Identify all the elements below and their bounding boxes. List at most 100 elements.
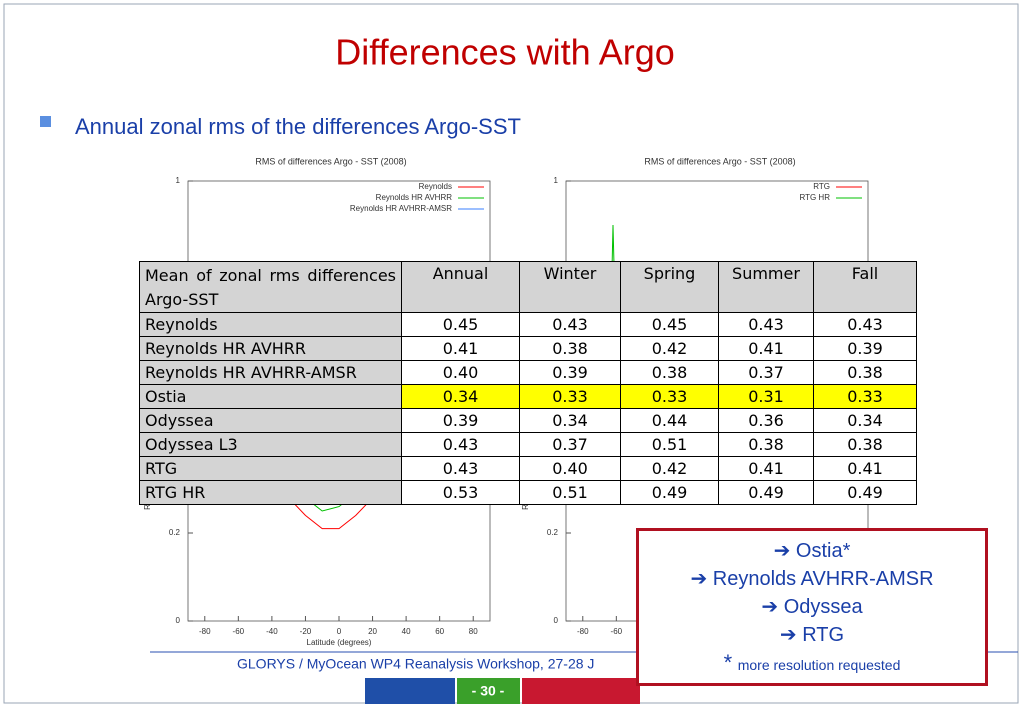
table-cell: 0.39 [813,336,917,361]
conclusion-line: ➔ Reynolds AVHRR-AMSR [690,568,934,590]
row-label: Odyssea [139,408,402,433]
table-cell: 0.38 [718,432,814,457]
table-cell: 0.38 [620,360,719,385]
footer-text: GLORYS / MyOcean WP4 Reanalysis Workshop… [237,656,594,672]
y-tick-label: 0 [176,616,181,625]
table-cell: 0.38 [813,432,917,457]
header-cell: Spring [620,261,719,313]
slide-title: Differences with Argo [335,32,675,73]
table-header-row: Mean of zonal rms differences Argo-SST An… [139,261,917,313]
table-cell: 0.45 [620,312,719,337]
table-cell: 0.41 [813,456,917,481]
table-cell: 0.49 [718,480,814,505]
table-cell: 0.41 [718,456,814,481]
legend-label: RTG [813,182,830,191]
y-tick-label: 0.2 [169,528,181,537]
header-cell: Winter [519,261,621,313]
table-cell: 0.42 [620,336,719,361]
footnote-mark: * [723,650,733,675]
table-row: Odyssea L3 0.43 0.37 0.51 0.38 0.38 [139,432,917,457]
legend-label: RTG HR [799,193,830,202]
data-table: Mean of zonal rms differences Argo-SST An… [139,261,917,505]
x-tick-label: 20 [368,627,377,636]
header-cell: Annual [401,261,520,313]
x-tick-label: -20 [300,627,312,636]
row-label: Reynolds HR AVHRR-AMSR [139,360,402,385]
table-cell: 0.37 [718,360,814,385]
chart-title: RMS of differences Argo - SST (2008) [644,156,795,166]
table-cell: 0.36 [718,408,814,433]
y-tick-label: 1 [176,176,181,185]
legend-label: Reynolds [419,182,452,191]
table-cell: 0.42 [620,456,719,481]
conclusion-line: ➔ Odyssea [761,596,863,618]
table-cell: 0.34 [519,408,621,433]
legend-label: Reynolds HR AVHRR [376,193,453,202]
table-cell: 0.37 [519,432,621,457]
table-cell: 0.43 [718,312,814,337]
table-cell: 0.38 [519,336,621,361]
x-tick-label: -60 [611,627,623,636]
table-cell: 0.39 [401,408,520,433]
table-cell: 0.33 [519,384,621,409]
row-label: RTG [139,456,402,481]
table-row: Odyssea 0.39 0.34 0.44 0.36 0.34 [139,408,917,433]
row-label: RTG HR [139,480,402,505]
page-number: - 30 - [472,683,505,699]
table-cell: 0.51 [620,432,719,457]
footer-bar-red [522,678,640,704]
x-tick-label: -60 [233,627,245,636]
row-label: Reynolds [139,312,402,337]
table-cell: 0.40 [401,360,520,385]
header-cell: Fall [813,261,917,313]
y-tick-label: 1 [554,176,559,185]
table-cell: 0.33 [813,384,917,409]
row-label: Ostia [139,384,402,409]
row-label: Reynolds HR AVHRR [139,336,402,361]
x-tick-label: -40 [266,627,278,636]
table-cell: 0.38 [813,360,917,385]
footnote-text: more resolution requested [737,657,901,673]
conclusion-box: ➔ Ostia* ➔ Reynolds AVHRR-AMSR ➔ Odyssea ➔ … [636,528,988,686]
table-row: RTG HR 0.53 0.51 0.49 0.49 0.49 [139,480,917,505]
table-cell: 0.43 [401,456,520,481]
table-row: RTG 0.43 0.40 0.42 0.41 0.41 [139,456,917,481]
table-cell: 0.40 [519,456,621,481]
table-row: Ostia 0.34 0.33 0.33 0.31 0.33 [139,384,917,409]
header-cell: Summer [718,261,814,313]
table-cell: 0.41 [718,336,814,361]
table-row: Reynolds 0.45 0.43 0.45 0.43 0.43 [139,312,917,337]
chart-title: RMS of differences Argo - SST (2008) [255,156,406,166]
table-cell: 0.41 [401,336,520,361]
y-tick-label: 0.2 [547,528,559,537]
table-cell: 0.43 [813,312,917,337]
table-row: Reynolds HR AVHRR 0.41 0.38 0.42 0.41 0.39 [139,336,917,361]
table-cell: 0.31 [718,384,814,409]
conclusion-line: ➔ RTG [779,624,845,646]
conclusion-line: ➔ Ostia* [773,540,851,562]
row-label: Odyssea L3 [139,432,402,457]
table-cell: 0.45 [401,312,520,337]
x-tick-label: 0 [337,627,342,636]
table-cell: 0.44 [620,408,719,433]
table-cell: 0.49 [813,480,917,505]
bullet-icon [40,116,51,127]
table-cell: 0.39 [519,360,621,385]
x-tick-label: -80 [199,627,211,636]
x-tick-label: -80 [577,627,589,636]
table-cell: 0.34 [401,384,520,409]
x-tick-label: 60 [435,627,444,636]
bullet-text: Annual zonal rms of the differences Argo… [75,114,521,139]
x-tick-label: 40 [402,627,411,636]
table-cell: 0.34 [813,408,917,433]
y-tick-label: 0 [554,616,559,625]
table-cell: 0.33 [620,384,719,409]
footer-bar-green [457,678,520,704]
table-cell: 0.43 [519,312,621,337]
table-cell: 0.53 [401,480,520,505]
x-axis-label: Latitude (degrees) [307,638,372,647]
legend-label: Reynolds HR AVHRR-AMSR [350,204,452,213]
footnote-line: * more resolution requested [639,649,985,679]
footer-bar-blue [365,678,455,704]
